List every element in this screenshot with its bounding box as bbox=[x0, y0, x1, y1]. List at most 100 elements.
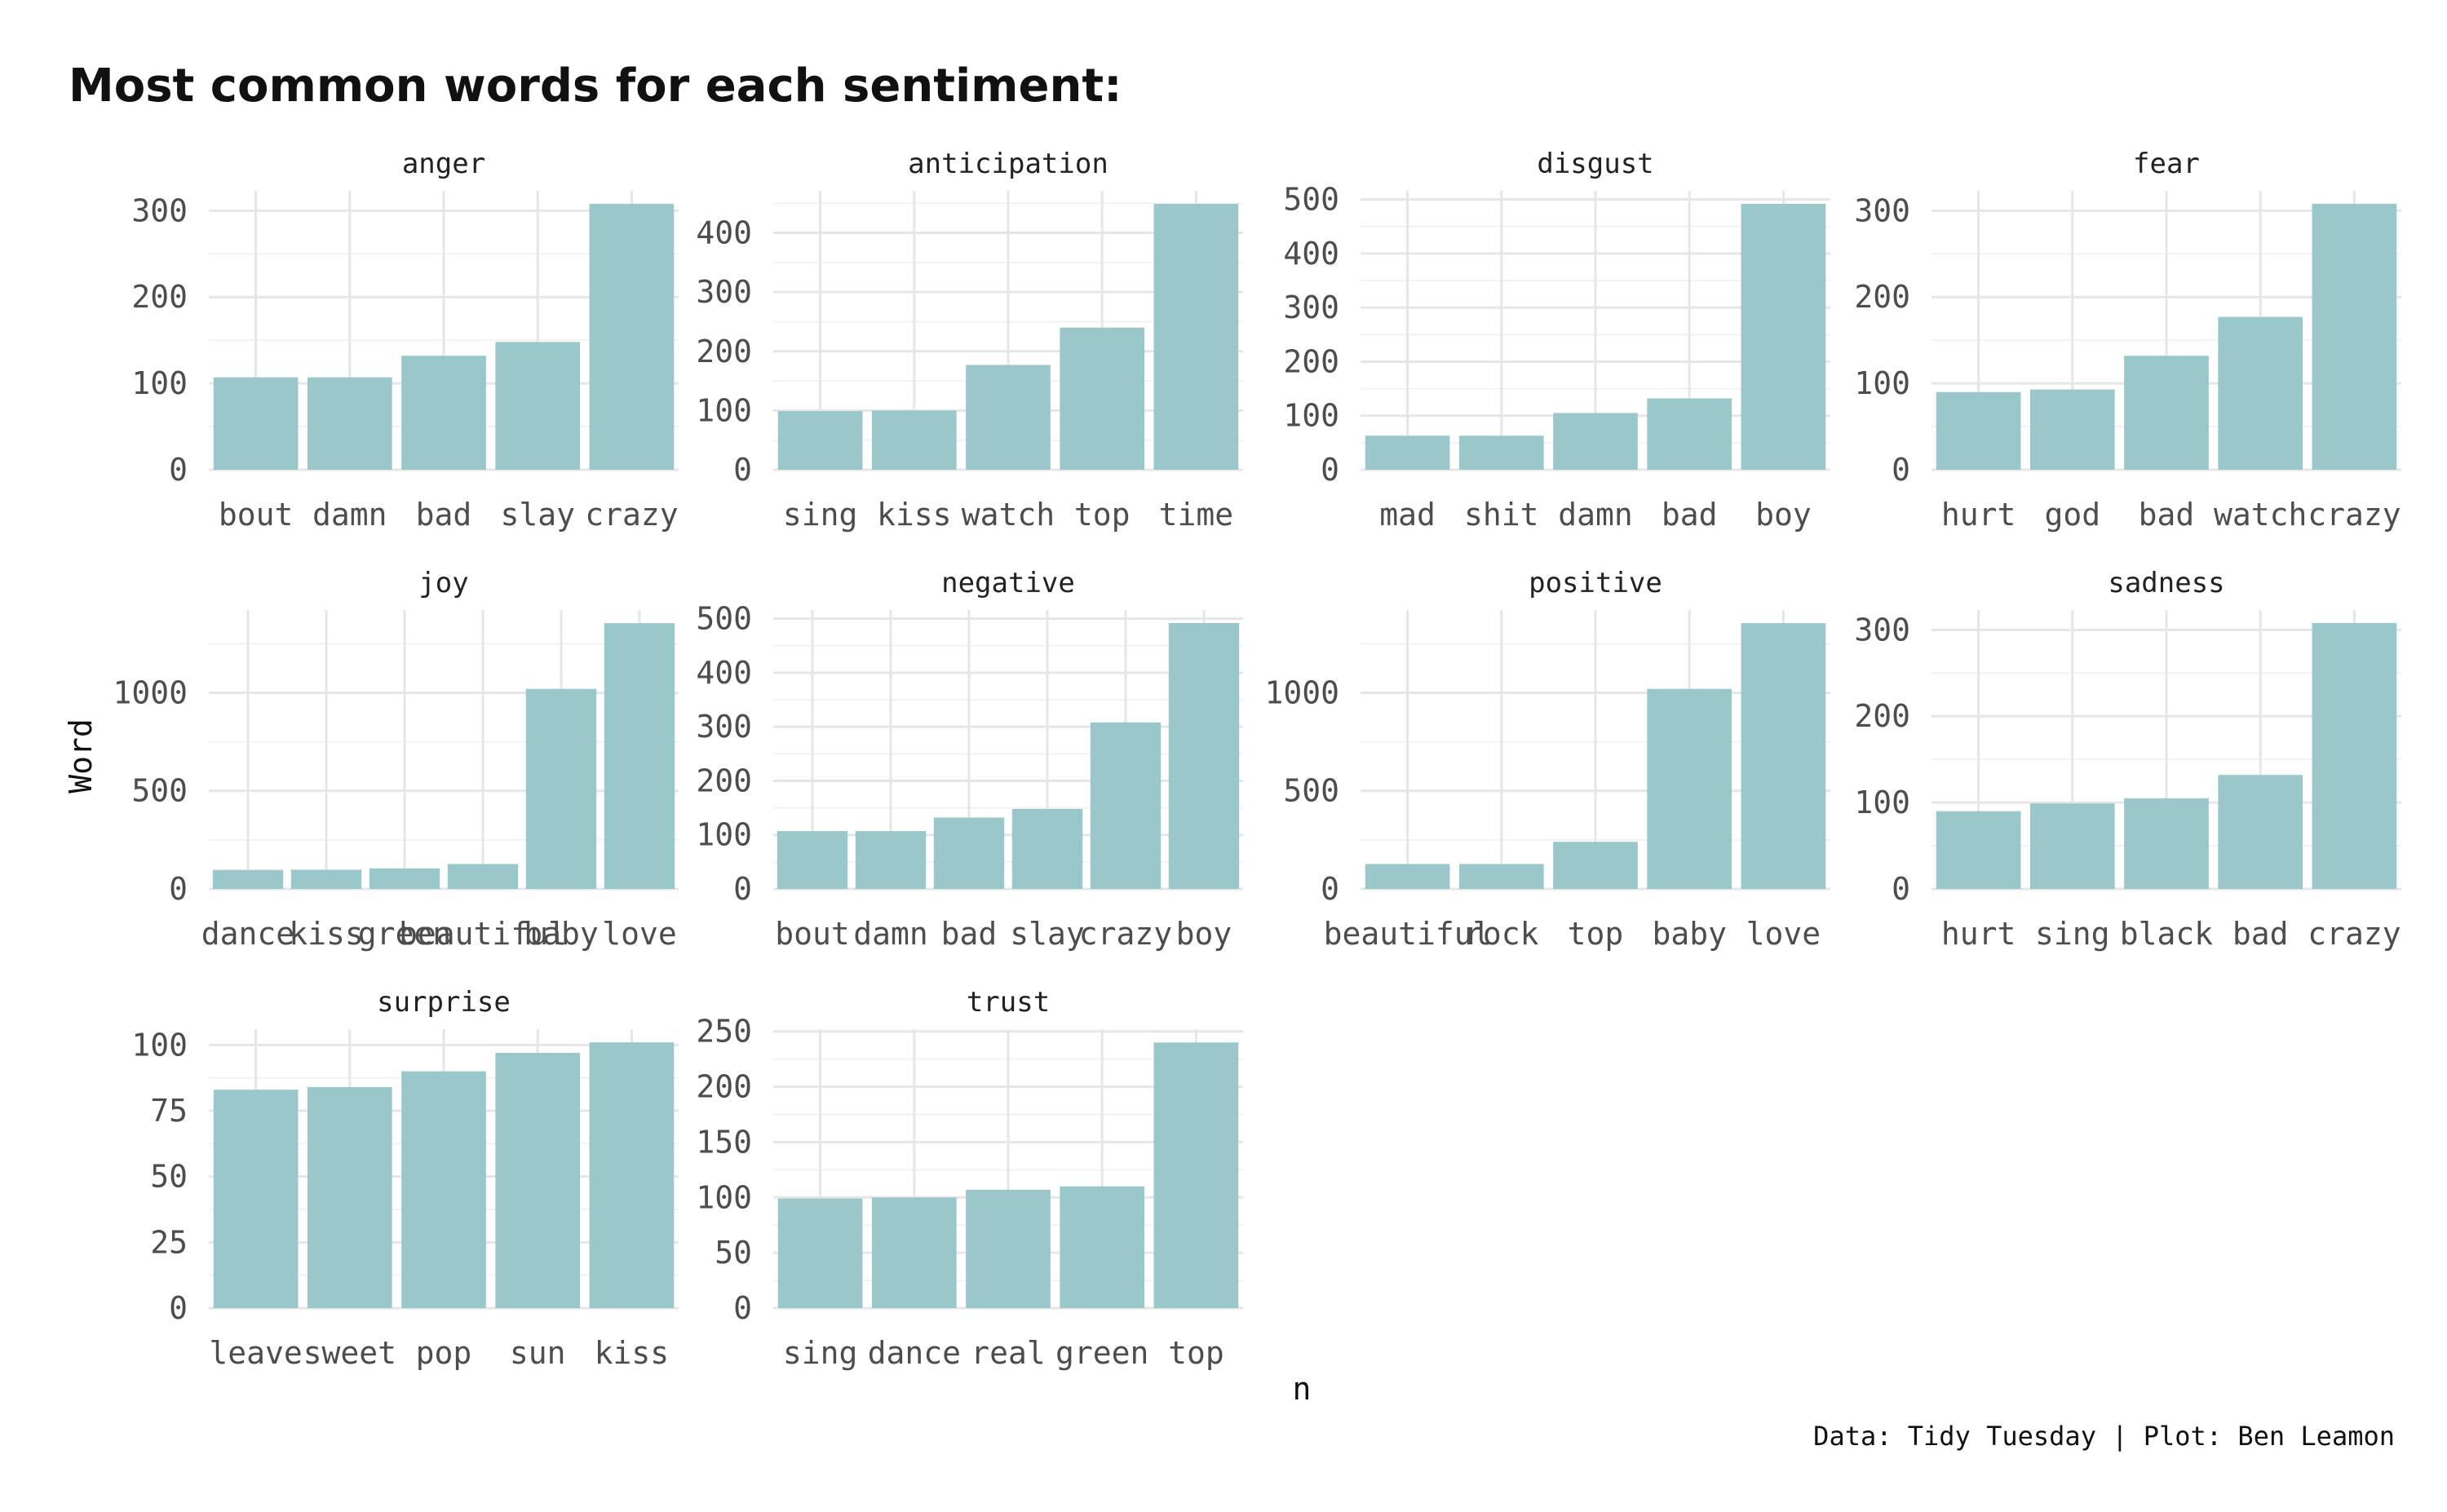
y-axis-title: Word bbox=[63, 718, 99, 794]
y-tick-label: 300 bbox=[696, 709, 752, 745]
y-tick-label: 300 bbox=[1854, 192, 1910, 228]
y-tick-label: 0 bbox=[733, 1290, 752, 1326]
x-tick-label: bad bbox=[416, 497, 472, 533]
y-tick-label: 200 bbox=[1854, 698, 1910, 734]
bar-bad bbox=[401, 356, 486, 470]
x-tick-label: shit bbox=[1464, 497, 1539, 533]
bar-kiss bbox=[589, 1042, 675, 1308]
x-tick-label: crazy bbox=[585, 497, 678, 533]
x-tick-label: bad bbox=[2139, 497, 2195, 533]
bar-slay bbox=[1011, 808, 1083, 889]
bar-boy bbox=[1741, 203, 1826, 470]
x-tick-label: crazy bbox=[1079, 916, 1172, 952]
x-tick-label: leave bbox=[209, 1335, 302, 1371]
x-tick-label: bout bbox=[775, 916, 850, 952]
x-tick-label: real bbox=[971, 1335, 1046, 1371]
x-tick-label: top bbox=[1168, 1335, 1224, 1371]
caption: Data: Tidy Tuesday | Plot: Ben Leamon bbox=[1813, 1421, 2395, 1452]
x-tick-label: sing bbox=[2035, 916, 2110, 952]
bar-crazy bbox=[1090, 722, 1162, 889]
x-tick-label: kiss bbox=[289, 916, 364, 952]
x-axis-title: n bbox=[1293, 1371, 1312, 1407]
bar-sweet bbox=[307, 1086, 392, 1308]
x-tick-label: damn bbox=[312, 497, 387, 533]
x-tick-label: hurt bbox=[1941, 916, 2016, 952]
x-tick-label: kiss bbox=[877, 497, 952, 533]
y-tick-label: 300 bbox=[131, 192, 188, 228]
y-tick-label: 100 bbox=[1854, 365, 1910, 401]
y-tick-label: 100 bbox=[1854, 785, 1910, 820]
bar-bout bbox=[213, 377, 299, 470]
x-tick-label: black bbox=[2120, 916, 2214, 952]
bar-damn bbox=[1553, 413, 1638, 470]
bar-green bbox=[369, 868, 440, 889]
bar-kiss bbox=[871, 410, 957, 470]
x-tick-label: love bbox=[602, 916, 677, 952]
x-tick-label: bad bbox=[941, 916, 998, 952]
x-tick-label: dance bbox=[201, 916, 294, 952]
facet-label: joy bbox=[418, 567, 468, 599]
y-tick-label: 0 bbox=[169, 452, 188, 488]
bar-slay bbox=[495, 342, 581, 470]
y-tick-label: 100 bbox=[131, 1027, 188, 1063]
bar-watch bbox=[966, 365, 1051, 470]
y-tick-label: 300 bbox=[696, 274, 752, 310]
y-tick-label: 100 bbox=[131, 365, 188, 401]
bar-dance bbox=[212, 869, 284, 889]
y-tick-label: 400 bbox=[696, 655, 752, 691]
bar-sun bbox=[495, 1053, 581, 1308]
facet-label: surprise bbox=[377, 986, 511, 1019]
bar-rock bbox=[1458, 864, 1544, 889]
bar-hurt bbox=[1936, 811, 2021, 889]
y-tick-label: 0 bbox=[733, 452, 752, 488]
x-tick-label: bout bbox=[219, 497, 294, 533]
x-tick-label: baby bbox=[524, 916, 599, 952]
bar-baby bbox=[525, 688, 597, 889]
bar-sing bbox=[777, 1198, 863, 1308]
bar-shit bbox=[1458, 435, 1544, 470]
y-tick-label: 25 bbox=[150, 1224, 188, 1260]
x-tick-label: pop bbox=[416, 1335, 472, 1371]
y-tick-label: 0 bbox=[733, 871, 752, 907]
bar-pop bbox=[401, 1071, 486, 1308]
facet-label: fear bbox=[2133, 148, 2200, 180]
bar-hurt bbox=[1936, 391, 2021, 470]
x-tick-label: watch bbox=[2214, 497, 2307, 533]
y-tick-label: 0 bbox=[169, 1290, 188, 1326]
y-tick-label: 0 bbox=[1321, 871, 1339, 907]
x-tick-label: beautiful bbox=[399, 916, 567, 952]
bar-crazy bbox=[589, 203, 675, 470]
facet-label: anger bbox=[402, 148, 485, 180]
x-tick-label: slay bbox=[1010, 916, 1085, 952]
y-tick-label: 100 bbox=[1283, 398, 1339, 434]
x-tick-label: sun bbox=[510, 1335, 566, 1371]
bar-mad bbox=[1365, 435, 1450, 470]
x-tick-label: damn bbox=[1558, 497, 1633, 533]
bar-love bbox=[604, 623, 675, 889]
bar-sing bbox=[2029, 803, 2115, 889]
y-tick-label: 0 bbox=[1321, 452, 1339, 488]
y-tick-label: 100 bbox=[696, 817, 752, 853]
x-tick-label: time bbox=[1159, 497, 1234, 533]
x-tick-label: slay bbox=[500, 497, 575, 533]
y-tick-label: 300 bbox=[1854, 612, 1910, 648]
bar-crazy bbox=[2312, 622, 2397, 889]
y-tick-label: 50 bbox=[715, 1235, 752, 1271]
facet-label: sadness bbox=[2108, 567, 2224, 599]
x-tick-label: bad bbox=[1662, 497, 1718, 533]
bar-bad bbox=[2124, 356, 2209, 470]
bar-leave bbox=[213, 1090, 299, 1308]
bar-bad bbox=[2218, 775, 2303, 889]
x-tick-label: top bbox=[1568, 916, 1624, 952]
x-tick-label: crazy bbox=[2308, 916, 2401, 952]
bar-baby bbox=[1647, 688, 1732, 889]
x-tick-label: baby bbox=[1652, 916, 1727, 952]
bar-boy bbox=[1168, 622, 1240, 889]
bar-real bbox=[966, 1189, 1051, 1308]
facet-label: trust bbox=[967, 986, 1050, 1019]
y-tick-label: 0 bbox=[169, 871, 188, 907]
